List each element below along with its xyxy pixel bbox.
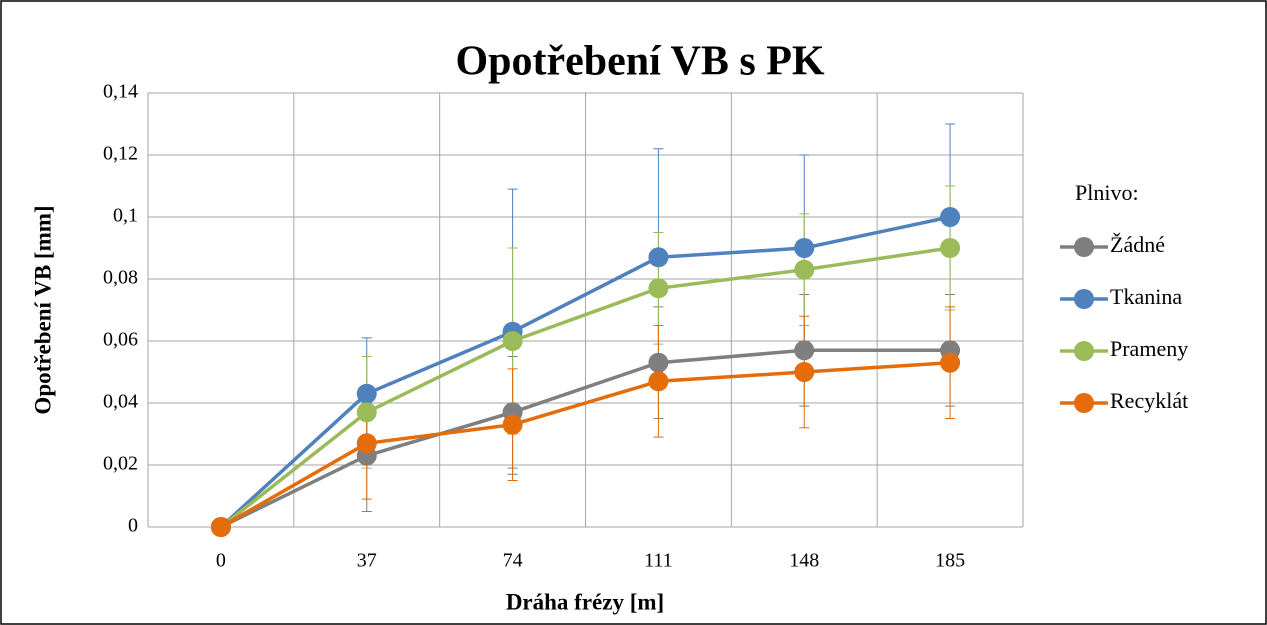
data-point [794,238,815,258]
x-tick-label: 111 [644,550,673,572]
x-tick-label: 0 [216,550,226,572]
y-tick-label: 0,14 [103,81,138,103]
y-tick-label: 0,1 [113,205,138,227]
legend-label: Žádné [1110,232,1165,257]
series-line [220,348,951,529]
x-tick-label: 74 [503,550,523,572]
y-tick-label: 0,08 [103,267,138,289]
legend-label: Tkanina [1110,284,1182,309]
data-point [210,517,231,537]
data-point [356,402,377,423]
legend-title: Plnivo: [1075,180,1139,205]
data-point [648,352,669,373]
legend-marker [1074,393,1094,413]
legend-label: Recyklát [1110,388,1188,413]
chart-title: Opotřebení VB s PK [455,39,824,85]
x-axis-label: Dráha frézy [m] [506,589,664,614]
y-tick-label: 0,12 [103,143,138,165]
series-line [219,246,951,529]
legend-label: Prameny [1110,336,1188,361]
legend-marker [1074,237,1094,257]
legend-marker [1074,289,1094,309]
data-point [502,414,523,435]
y-axis-label: Opotřebení VB [mm] [30,205,55,414]
data-point [940,352,961,373]
data-point [940,238,961,258]
y-tick-label: 0,06 [103,329,138,351]
data-point [648,247,669,268]
x-tick-label: 37 [357,550,377,572]
y-tick-label: 0,02 [103,453,138,475]
x-tick-label: 148 [789,550,819,572]
series-line [220,360,951,529]
legend-marker [1074,341,1094,361]
data-point [940,207,961,227]
data-point [356,383,377,404]
data-point [648,278,669,299]
data-point [794,259,815,280]
y-tick-label: 0 [128,515,138,537]
y-tick-label: 0,04 [103,391,138,413]
data-point [356,433,377,454]
data-point [502,331,523,351]
data-point [648,371,669,392]
data-point [794,362,815,382]
series-line [219,215,951,529]
data-point [794,340,815,361]
x-tick-label: 185 [935,550,965,572]
